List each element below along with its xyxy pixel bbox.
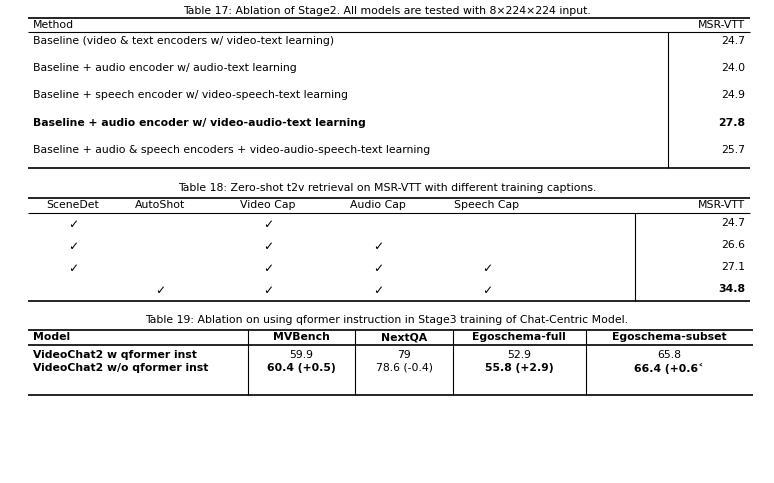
Text: ✓: ✓ — [263, 284, 273, 297]
Text: Video Cap: Video Cap — [240, 200, 296, 210]
Text: Baseline + audio & speech encoders + video-audio-speech-text learning: Baseline + audio & speech encoders + vid… — [33, 145, 430, 155]
Text: 59.9: 59.9 — [289, 350, 313, 360]
Text: Method: Method — [33, 20, 74, 30]
Text: 24.7: 24.7 — [721, 218, 745, 228]
Text: Baseline + audio encoder w/ video-audio-text learning: Baseline + audio encoder w/ video-audio-… — [33, 117, 366, 128]
Text: 24.9: 24.9 — [721, 90, 745, 100]
Text: 55.8 (+2.9): 55.8 (+2.9) — [485, 363, 553, 373]
Text: Speech Cap: Speech Cap — [454, 200, 519, 210]
Text: Table 17: Ablation of Stage2. All models are tested with 8×224×224 input.: Table 17: Ablation of Stage2. All models… — [183, 6, 591, 16]
Text: Table 19: Ablation on using qformer instruction in Stage3 training of Chat-Centr: Table 19: Ablation on using qformer inst… — [146, 315, 628, 325]
Text: ✓: ✓ — [68, 240, 78, 253]
Text: ✓: ✓ — [482, 284, 492, 297]
Text: ✓: ✓ — [373, 262, 383, 275]
Text: ✓: ✓ — [263, 218, 273, 231]
Text: 27.1: 27.1 — [721, 262, 745, 272]
Text: ✓: ✓ — [68, 218, 78, 231]
Text: 60.4 (+0.5): 60.4 (+0.5) — [266, 363, 335, 373]
Text: ✓: ✓ — [263, 240, 273, 253]
Text: VideoChat2 w qformer inst: VideoChat2 w qformer inst — [33, 350, 197, 360]
Text: Model: Model — [33, 332, 70, 342]
Text: AutoShot: AutoShot — [135, 200, 185, 210]
Text: MSR-VTT: MSR-VTT — [698, 20, 745, 30]
Text: 27.8: 27.8 — [718, 117, 745, 128]
Text: 25.7: 25.7 — [721, 145, 745, 155]
Text: 26.6: 26.6 — [721, 240, 745, 250]
Text: 24.0: 24.0 — [721, 63, 745, 73]
Text: ✓: ✓ — [373, 240, 383, 253]
Text: Baseline + speech encoder w/ video-speech-text learning: Baseline + speech encoder w/ video-speec… — [33, 90, 348, 100]
Text: MVBench: MVBench — [272, 332, 330, 342]
Text: 34.8: 34.8 — [718, 284, 745, 294]
Text: Table 18: Zero-shot t2v retrieval on MSR-VTT with different training captions.: Table 18: Zero-shot t2v retrieval on MSR… — [178, 183, 596, 193]
Text: ✓: ✓ — [263, 262, 273, 275]
Text: ✓: ✓ — [373, 284, 383, 297]
Text: ✓: ✓ — [155, 284, 165, 297]
Text: Egoschema-full: Egoschema-full — [472, 332, 566, 342]
Text: 66.4 (+0.6˂: 66.4 (+0.6˂ — [634, 363, 704, 374]
Text: Baseline + audio encoder w/ audio-text learning: Baseline + audio encoder w/ audio-text l… — [33, 63, 296, 73]
Text: 24.7: 24.7 — [721, 36, 745, 46]
Text: SceneDet: SceneDet — [46, 200, 99, 210]
Text: VideoChat2 w/o qformer inst: VideoChat2 w/o qformer inst — [33, 363, 208, 373]
Text: Audio Cap: Audio Cap — [350, 200, 406, 210]
Text: MSR-VTT: MSR-VTT — [698, 200, 745, 210]
Text: Egoschema-subset: Egoschema-subset — [611, 332, 726, 342]
Text: ✓: ✓ — [68, 262, 78, 275]
Text: 52.9: 52.9 — [507, 350, 531, 360]
Text: 78.6 (-0.4): 78.6 (-0.4) — [375, 363, 433, 373]
Text: 79: 79 — [397, 350, 411, 360]
Text: ✓: ✓ — [482, 262, 492, 275]
Text: Baseline (video & text encoders w/ video-text learning): Baseline (video & text encoders w/ video… — [33, 36, 334, 46]
Text: 65.8: 65.8 — [657, 350, 681, 360]
Text: NextQA: NextQA — [381, 332, 427, 342]
